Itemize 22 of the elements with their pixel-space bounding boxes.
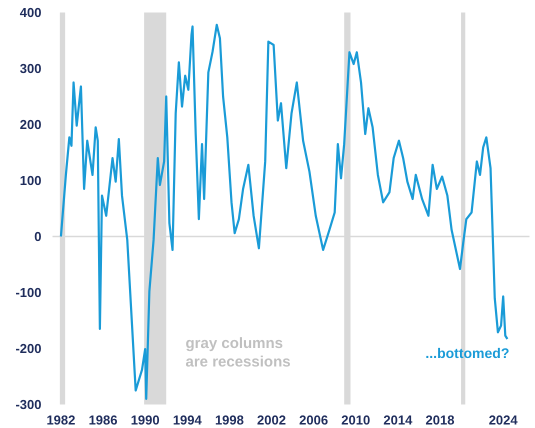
y-tick-label: -100 bbox=[15, 285, 42, 300]
x-tick-label: 2010 bbox=[341, 412, 370, 428]
x-tick-label: 1982 bbox=[46, 412, 76, 428]
x-tick-label: 1998 bbox=[214, 412, 244, 428]
y-tick-label: -300 bbox=[15, 397, 42, 412]
line-series bbox=[60, 24, 508, 400]
x-tick-label: 1986 bbox=[88, 412, 118, 428]
y-tick-label: -200 bbox=[15, 341, 42, 356]
x-tick-label: 2014 bbox=[383, 412, 414, 428]
annotation: ...bottomed? bbox=[425, 344, 510, 361]
y-tick-label: 400 bbox=[20, 5, 42, 20]
y-tick-label: 100 bbox=[20, 173, 42, 188]
y-tick-label: 300 bbox=[20, 61, 42, 76]
y-tick-label: 200 bbox=[20, 117, 42, 132]
annotation: gray columns are recessions bbox=[186, 334, 291, 370]
x-tick-label: 2006 bbox=[299, 412, 328, 428]
x-tick-label: 2024 bbox=[488, 412, 518, 428]
x-tick-label: 1994 bbox=[172, 412, 203, 428]
x-tick-label: 2018 bbox=[426, 412, 454, 428]
y-tick-label: 0 bbox=[34, 229, 42, 244]
x-tick-label: 2002 bbox=[257, 412, 286, 428]
x-tick-label: 1990 bbox=[130, 412, 160, 428]
